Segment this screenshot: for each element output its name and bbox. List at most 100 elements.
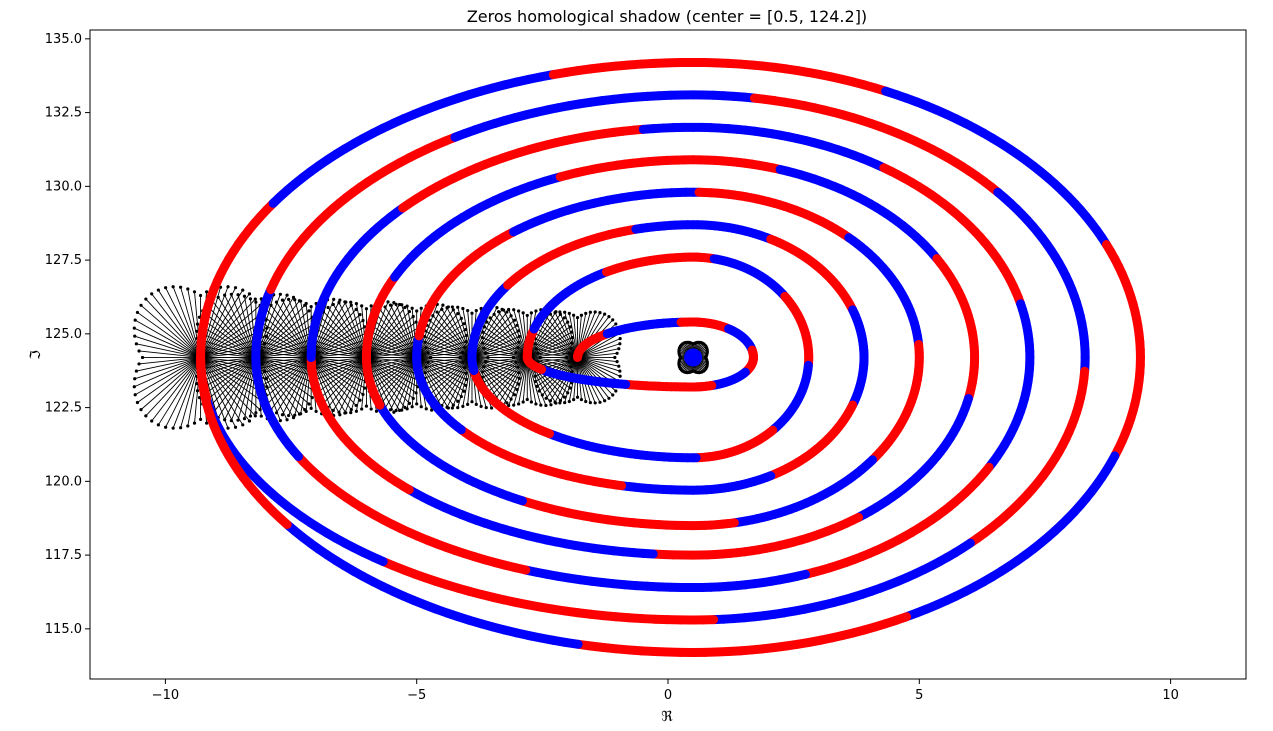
arrow-head (226, 285, 230, 289)
arrow (200, 357, 250, 422)
arrow (577, 357, 618, 363)
arrow (416, 352, 463, 358)
arrow-head (133, 318, 137, 322)
arrow-head (179, 285, 183, 289)
arrow-head (588, 401, 592, 405)
arrow-head (226, 426, 230, 430)
arrow (577, 348, 619, 358)
arrow (367, 357, 417, 386)
arrow-head (307, 309, 311, 313)
arrow (483, 357, 528, 368)
arrow (425, 330, 473, 358)
arrow (310, 314, 361, 358)
arrow (310, 357, 361, 401)
arrow (536, 357, 578, 367)
arrow (416, 357, 467, 374)
arrow (368, 357, 417, 369)
x-axis: −10 −5 0 5 10 (152, 679, 1179, 703)
arrow-head (537, 389, 541, 393)
arrow-head (431, 314, 435, 318)
arrow-head (291, 295, 296, 299)
arrow-head (400, 408, 404, 412)
arrow-head (150, 419, 154, 423)
arrow-head (533, 379, 538, 384)
arrow-head (426, 351, 430, 355)
arrow (200, 357, 244, 426)
arrow-head (426, 360, 430, 364)
arrow-head (588, 310, 592, 314)
arrow (368, 346, 417, 358)
arrow (256, 339, 312, 358)
arrow (471, 357, 520, 374)
arrow (282, 299, 312, 358)
arrow-head (521, 311, 525, 315)
arrow-head (470, 400, 474, 404)
arrow (255, 316, 313, 358)
arrow (366, 304, 400, 358)
arrow-head (139, 407, 143, 412)
arrow (138, 357, 201, 365)
arrow-head (461, 404, 465, 408)
arrow-head (482, 346, 486, 350)
arrow (200, 357, 236, 428)
arrow (140, 304, 201, 358)
arrow-head (533, 374, 537, 378)
arrow (384, 357, 418, 409)
arrow-head (575, 316, 580, 320)
arrow (314, 340, 367, 358)
arrow-head (614, 389, 618, 393)
arrow-head (198, 417, 203, 421)
arrow (577, 357, 620, 382)
arrow (311, 357, 364, 370)
arrow (366, 357, 417, 380)
arrow (165, 287, 201, 358)
y-tick-label: 115.0 (45, 622, 82, 637)
arrow (429, 319, 473, 358)
arrow (145, 298, 201, 358)
arrow (484, 326, 528, 358)
arrow (482, 337, 528, 358)
arrow (276, 357, 312, 414)
arrow (151, 357, 201, 422)
arrow (483, 347, 528, 358)
arrow-head (466, 402, 470, 406)
arrow (134, 335, 201, 358)
arrow-head (392, 301, 396, 305)
arrow (270, 304, 312, 358)
chart-title: Zeros homological shadow (center = [0.5,… (467, 7, 867, 26)
arrow-head (507, 307, 511, 312)
arrow (224, 357, 257, 420)
arrow-head (354, 302, 359, 306)
arrow (200, 289, 244, 358)
arrow (338, 357, 367, 413)
arrow (367, 357, 417, 374)
arrow-head (192, 421, 197, 425)
arrow-head (567, 399, 571, 404)
arrow-head (512, 393, 517, 397)
arrow (145, 357, 201, 417)
arrow-head (242, 417, 247, 421)
arrow-head (415, 402, 419, 406)
arrow (338, 302, 367, 358)
arrow-head (440, 307, 444, 311)
arrow-head (314, 409, 318, 413)
arrow (471, 347, 518, 358)
arrow-head (394, 408, 398, 413)
arrow-head (139, 303, 143, 307)
arrow (276, 301, 312, 358)
arrow (542, 319, 578, 358)
arrow-head (521, 400, 525, 404)
arrow-head (280, 413, 285, 417)
arrow (327, 357, 367, 408)
arrow (217, 357, 257, 418)
arrow-head (285, 293, 289, 297)
arrow-head (563, 401, 567, 405)
arrow-head (562, 395, 567, 399)
arrow (319, 357, 367, 399)
arrow (493, 314, 528, 358)
x-tick-label: −10 (152, 688, 179, 703)
arrow (316, 321, 367, 358)
arrow (471, 324, 518, 358)
arrow (537, 357, 578, 363)
arrow (137, 357, 201, 403)
